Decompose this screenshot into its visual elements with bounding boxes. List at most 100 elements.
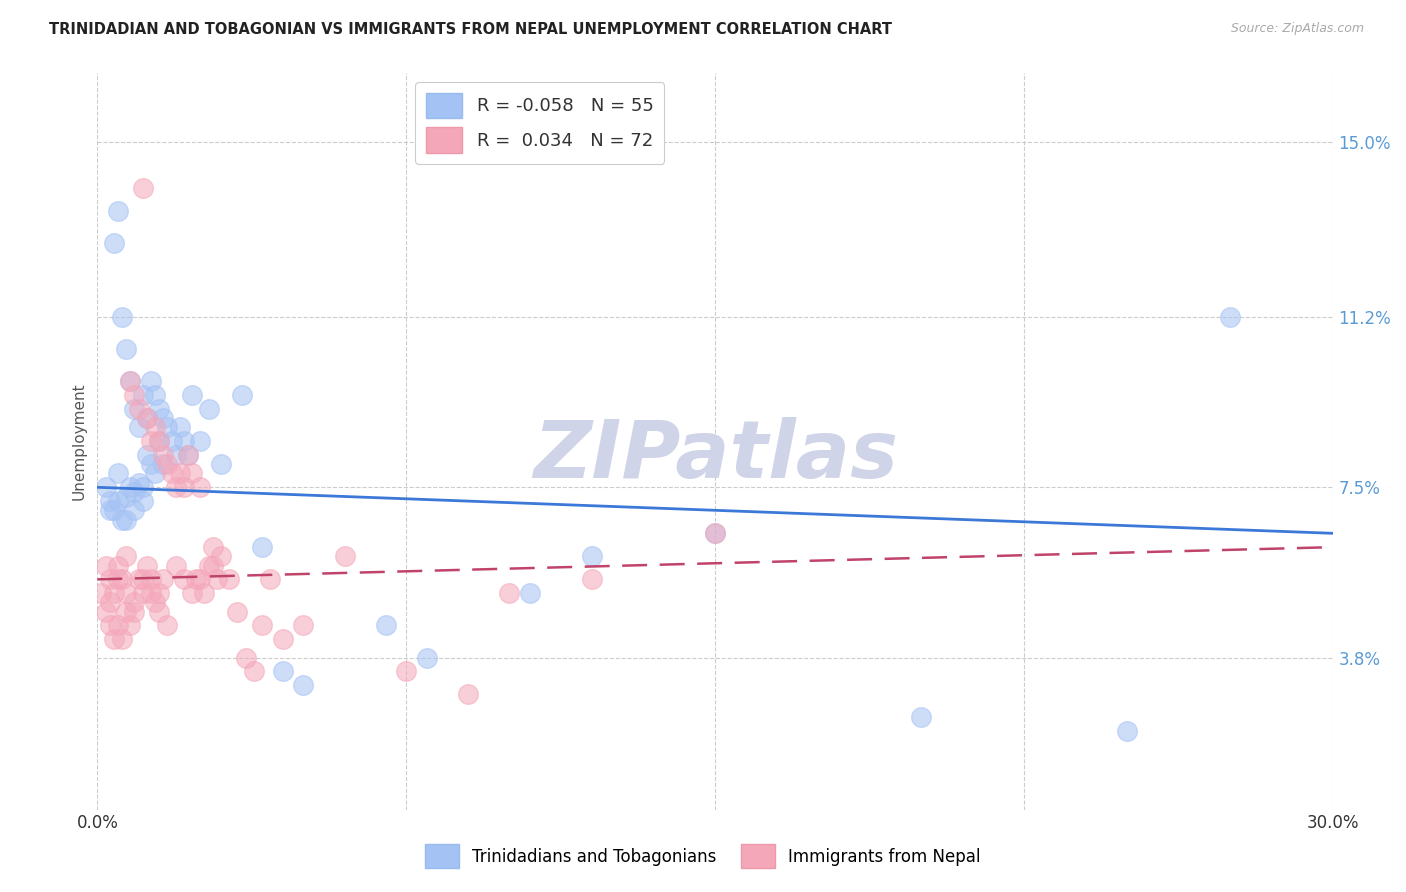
Point <box>128 475 150 490</box>
Point <box>115 586 138 600</box>
Point <box>124 388 146 402</box>
Point <box>148 586 170 600</box>
Point <box>374 618 396 632</box>
Point <box>181 467 204 481</box>
Point <box>1116 724 1139 739</box>
Point <box>181 586 204 600</box>
Point <box>910 710 932 724</box>
Text: TRINIDADIAN AND TOBAGONIAN VS IMMIGRANTS FROM NEPAL UNEMPLOYMENT CORRELATION CHA: TRINIDADIAN AND TOBAGONIAN VS IMMIGRANTS… <box>49 22 893 37</box>
Point <box>250 618 273 632</box>
Point <box>107 494 129 508</box>
Point <box>177 448 200 462</box>
Point <box>704 526 727 541</box>
Point <box>235 650 257 665</box>
Point <box>135 411 157 425</box>
Point <box>259 573 281 587</box>
Point <box>498 586 520 600</box>
Point <box>139 457 162 471</box>
Text: ZIPatlas: ZIPatlas <box>533 417 898 495</box>
Point <box>519 586 541 600</box>
Point <box>103 586 125 600</box>
Point <box>143 420 166 434</box>
Point <box>111 632 134 647</box>
Point <box>124 484 146 499</box>
Point <box>193 586 215 600</box>
Point <box>165 558 187 573</box>
Point <box>139 573 162 587</box>
Point <box>128 420 150 434</box>
Point <box>201 540 224 554</box>
Point <box>107 558 129 573</box>
Point <box>120 375 142 389</box>
Point <box>131 480 153 494</box>
Point <box>152 573 174 587</box>
Point <box>124 595 146 609</box>
Point <box>165 448 187 462</box>
Point <box>148 434 170 449</box>
Point <box>115 490 138 504</box>
Point <box>148 434 170 449</box>
Point <box>156 457 179 471</box>
Point <box>120 480 142 494</box>
Point <box>143 388 166 402</box>
Point <box>169 420 191 434</box>
Point <box>173 434 195 449</box>
Point <box>98 595 121 609</box>
Point <box>143 595 166 609</box>
Legend: Trinidadians and Tobagonians, Immigrants from Nepal: Trinidadians and Tobagonians, Immigrants… <box>419 838 987 875</box>
Point <box>218 573 240 587</box>
Point <box>115 605 138 619</box>
Point <box>395 665 418 679</box>
Point <box>131 494 153 508</box>
Point <box>90 586 112 600</box>
Point <box>152 448 174 462</box>
Point <box>124 503 146 517</box>
Point <box>156 420 179 434</box>
Point <box>177 448 200 462</box>
Point <box>188 434 211 449</box>
Point <box>107 204 129 219</box>
Point <box>160 467 183 481</box>
Point <box>98 494 121 508</box>
Point <box>173 573 195 587</box>
Point <box>115 549 138 564</box>
Point <box>160 434 183 449</box>
Point <box>115 342 138 356</box>
Point <box>197 558 219 573</box>
Point <box>143 467 166 481</box>
Point <box>226 605 249 619</box>
Point <box>201 558 224 573</box>
Point <box>111 573 134 587</box>
Point <box>124 402 146 417</box>
Point <box>148 605 170 619</box>
Point <box>103 236 125 251</box>
Point <box>98 573 121 587</box>
Point <box>152 411 174 425</box>
Point <box>94 558 117 573</box>
Point <box>197 402 219 417</box>
Point <box>271 665 294 679</box>
Point <box>120 618 142 632</box>
Point <box>165 480 187 494</box>
Point <box>94 605 117 619</box>
Point <box>205 573 228 587</box>
Point <box>173 480 195 494</box>
Point <box>169 467 191 481</box>
Point <box>107 573 129 587</box>
Point <box>103 503 125 517</box>
Point <box>148 402 170 417</box>
Point <box>135 558 157 573</box>
Point <box>111 512 134 526</box>
Point <box>231 388 253 402</box>
Legend: R = -0.058   N = 55, R =  0.034   N = 72: R = -0.058 N = 55, R = 0.034 N = 72 <box>415 82 665 164</box>
Point <box>135 411 157 425</box>
Point <box>186 573 208 587</box>
Point <box>139 434 162 449</box>
Point <box>704 526 727 541</box>
Point <box>131 573 153 587</box>
Point <box>94 480 117 494</box>
Point <box>128 402 150 417</box>
Point <box>581 549 603 564</box>
Point <box>111 310 134 324</box>
Point <box>152 457 174 471</box>
